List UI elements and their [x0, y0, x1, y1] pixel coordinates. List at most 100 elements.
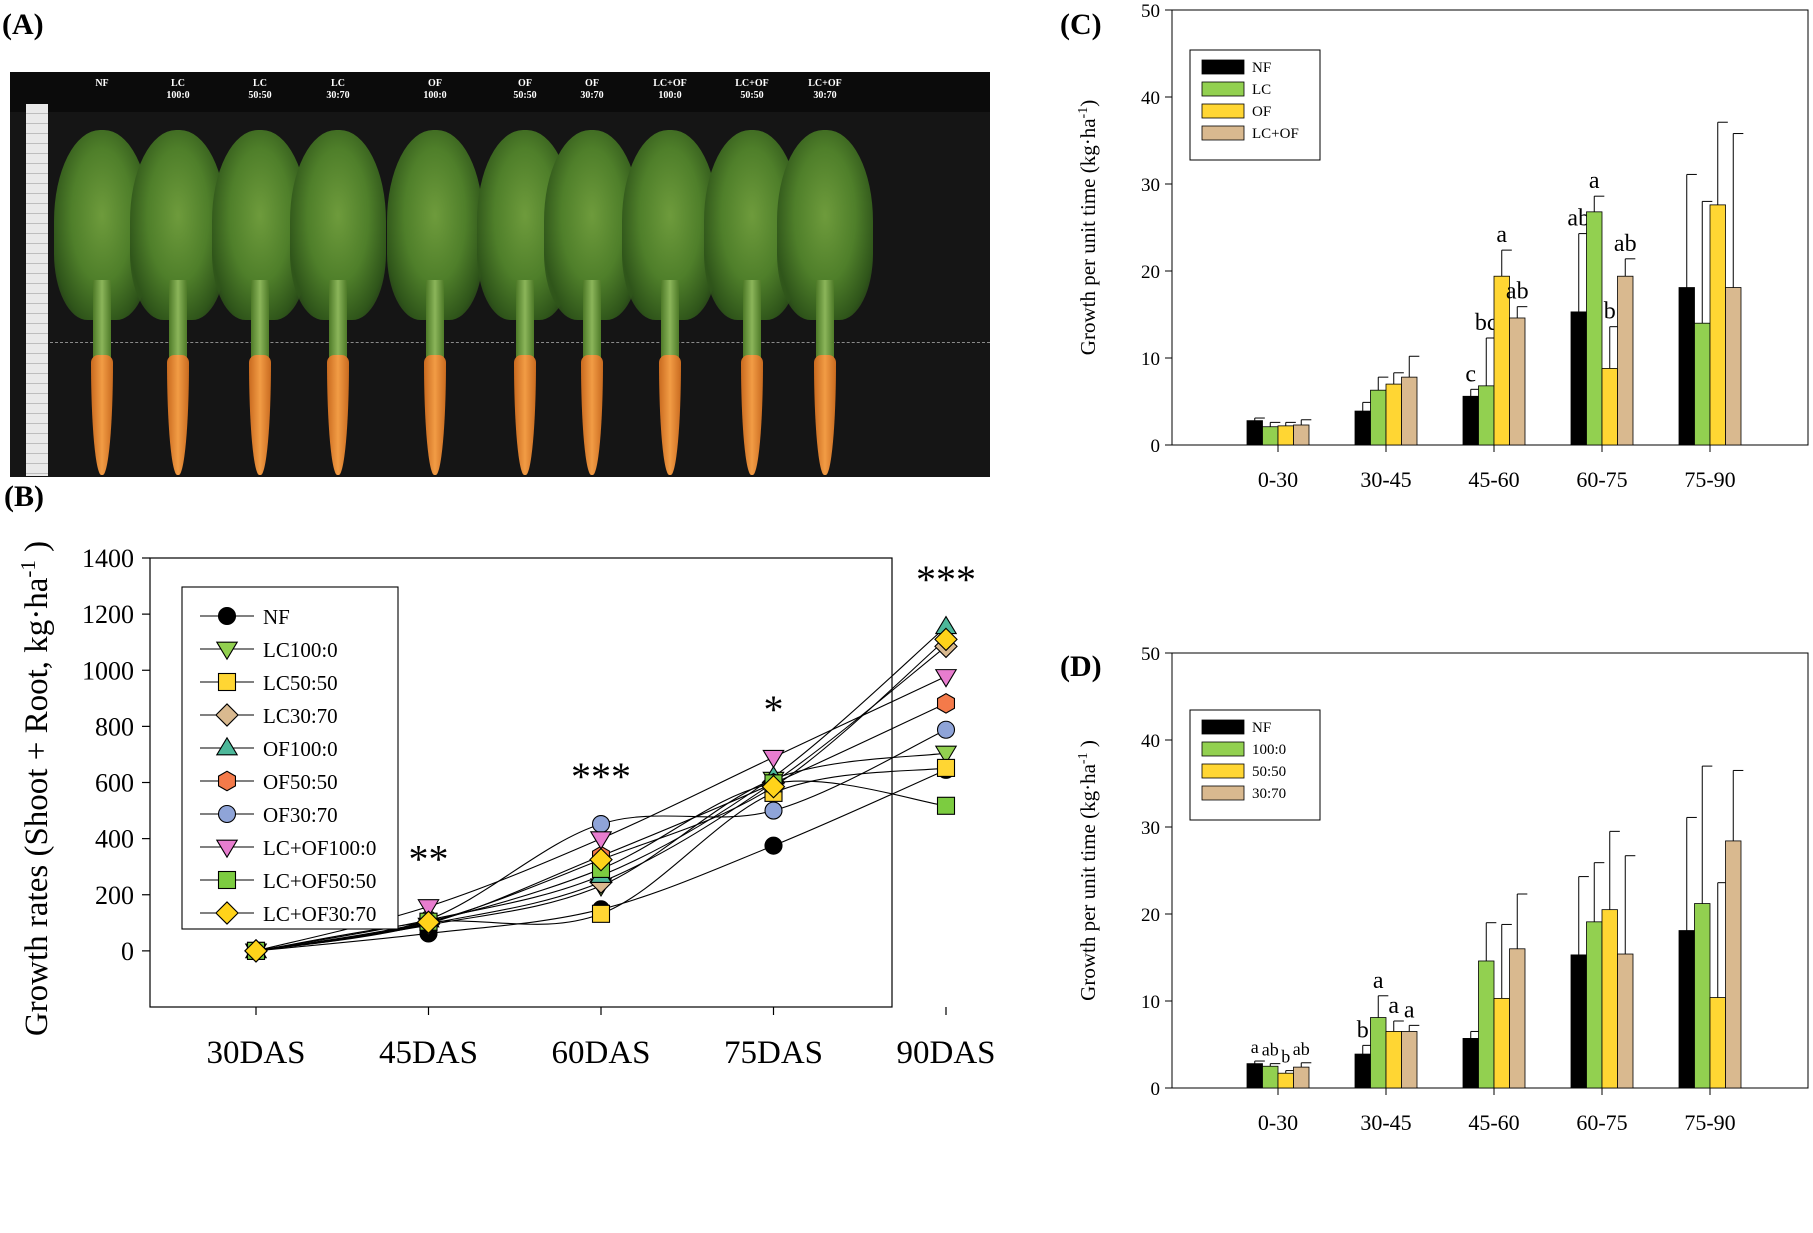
bar — [1678, 930, 1695, 1089]
growth-per-time-bar-chart-d: 0 10 20 30 40 50 0-30 30-45 45-60 60-75 75-90 Growt… — [1076, 644, 1809, 1135]
carrot-sample — [283, 130, 393, 476]
y-axis-label: Growth rates (Shoot + Root, kg·ha-1 ) — [16, 541, 55, 1036]
bar — [1293, 424, 1310, 446]
significance-mark: *** — [916, 557, 976, 602]
y-tick-label: 40 — [1141, 731, 1160, 752]
carrot-sample — [380, 130, 490, 476]
bar — [1277, 425, 1294, 446]
bar — [1354, 1053, 1371, 1089]
data-point — [762, 749, 785, 769]
x-tick-label: 75-90 — [1684, 1110, 1735, 1135]
bar — [1401, 376, 1418, 446]
carrot-root — [814, 355, 836, 475]
legend-marker — [215, 901, 239, 925]
bar — [1493, 997, 1510, 1089]
y-tick-label: 800 — [95, 712, 134, 741]
significance-letter: ab — [1614, 231, 1637, 257]
photo-label-line1: LC+OF — [735, 78, 769, 89]
carrot-stem — [93, 280, 111, 360]
photo-label: LC 50:50 — [225, 78, 295, 102]
photo-label: OF 30:70 — [557, 78, 627, 102]
bar — [1462, 395, 1479, 446]
photo-label-line2: 30:70 — [580, 90, 604, 101]
photo-label: OF 100:0 — [400, 78, 470, 102]
carrot-stem — [426, 280, 444, 360]
x-tick-label: 90DAS — [896, 1035, 995, 1071]
data-point — [934, 669, 958, 688]
carrot-stem — [583, 280, 601, 360]
significance-mark: * — [764, 687, 784, 732]
x-tick-label: 0-30 — [1258, 1110, 1298, 1135]
y-axis-label-sup: -1 — [1076, 752, 1091, 764]
bar — [1725, 840, 1742, 1089]
significance-letter: a — [1373, 968, 1384, 994]
photo-label-strip — [10, 72, 990, 112]
carrot-root — [167, 355, 189, 475]
bar — [1586, 211, 1603, 446]
y-tick-label: 600 — [95, 769, 134, 798]
y-tick-label: 400 — [95, 825, 134, 854]
x-tick-label: 30-45 — [1360, 467, 1411, 492]
y-tick-label: 50 — [1141, 644, 1160, 665]
legend-label: LC+OF100:0 — [263, 836, 376, 860]
y-axis-label-sup: -1 — [1076, 107, 1091, 119]
y-axis-label-end: ) — [19, 541, 55, 560]
x-tick-label: 45-60 — [1468, 1110, 1519, 1135]
legend-label: NF — [263, 605, 290, 629]
photo-label: LC+OF 30:70 — [790, 78, 860, 102]
panel-label-a: (A) — [2, 8, 44, 41]
carrot-stem — [816, 280, 834, 360]
bar — [1401, 1031, 1418, 1089]
bar — [1354, 410, 1371, 446]
data-point — [761, 774, 786, 799]
carrot-stem — [743, 280, 761, 360]
legend-swatch — [1201, 59, 1245, 75]
significance-letter: b — [1604, 299, 1616, 325]
x-tick-label: 75-90 — [1684, 467, 1735, 492]
bar — [1725, 287, 1742, 446]
panel-label-c: (C) — [1060, 8, 1102, 41]
photo-label-line2: 30:70 — [326, 90, 350, 101]
photo-label: LC 30:70 — [303, 78, 373, 102]
bar — [1586, 921, 1603, 1089]
x-tick-label: 60-75 — [1576, 467, 1627, 492]
bar — [1262, 426, 1279, 446]
x-tick-label: 75DAS — [724, 1035, 823, 1071]
data-point — [936, 758, 956, 777]
legend-swatch — [1201, 125, 1245, 141]
carrot-root — [514, 355, 536, 475]
legend-swatch — [1201, 785, 1245, 801]
photo-label: LC 100:0 — [143, 78, 213, 102]
legend-label: OF50:50 — [263, 770, 338, 794]
legend-label: LC — [1252, 82, 1271, 98]
photo-label-line1: OF — [518, 78, 532, 89]
legend-label: LC30:70 — [263, 704, 338, 728]
bar — [1509, 948, 1526, 1089]
legend: NF LC OF LC+OF — [1189, 49, 1321, 161]
legend-label: 30:70 — [1252, 786, 1286, 802]
legend: NF LC100:0 LC50:50 LC30:70 OF100:0 OF50:50 OF3… — [181, 586, 399, 930]
significance-mark: ** — [409, 837, 449, 882]
significance-letter: ab — [1293, 1039, 1310, 1059]
legend-marker — [217, 672, 237, 692]
photo-label: NF — [67, 78, 137, 90]
y-axis-label-sup: -1 — [16, 560, 40, 578]
panel-label-d: (D) — [1060, 650, 1102, 683]
y-tick-label: 1200 — [82, 600, 134, 629]
photo-label: OF 50:50 — [490, 78, 560, 102]
legend-label: LC100:0 — [263, 638, 338, 662]
legend-label: OF — [1252, 104, 1271, 120]
bar — [1246, 420, 1263, 446]
legend-swatch — [1201, 741, 1245, 757]
photo-label-line2: 100:0 — [658, 90, 682, 101]
bar — [1570, 311, 1587, 446]
significance-mark: *** — [571, 754, 631, 799]
photo-label-line2: 50:50 — [248, 90, 272, 101]
bar — [1694, 322, 1711, 446]
y-tick-label: 10 — [1141, 349, 1160, 370]
data-point — [589, 831, 613, 850]
bar — [1277, 1072, 1294, 1089]
y-tick-label: 20 — [1141, 905, 1160, 926]
y-tick-label: 1000 — [82, 656, 134, 685]
carrot-stem — [516, 280, 534, 360]
